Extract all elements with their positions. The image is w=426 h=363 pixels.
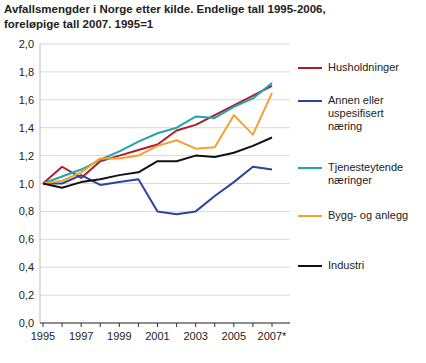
series-line: [43, 83, 272, 183]
x-tick: [214, 323, 215, 327]
x-tick-label: 2007*: [258, 330, 287, 342]
title: foreløpige tall 2007. 1995=1: [4, 18, 154, 30]
y-axis: [40, 44, 41, 323]
plot-area: [43, 83, 272, 214]
x-tick: [100, 323, 101, 327]
y-tick-label: 0,4: [19, 261, 34, 273]
grid-line: [40, 127, 290, 128]
x-tick-label: 2005: [222, 330, 246, 342]
x-tick-label: 2003: [183, 330, 207, 342]
grid-line: [40, 239, 290, 240]
legend-swatch: [298, 167, 322, 169]
series-line: [43, 93, 272, 184]
legend-swatch: [298, 67, 322, 69]
grid-line: [40, 71, 290, 72]
y-tick-label: 1,2: [19, 150, 34, 162]
x-tick: [43, 323, 44, 327]
x-tick: [119, 323, 120, 327]
grid-line: [40, 44, 290, 45]
series-line: [43, 137, 272, 187]
y-tick-label: 1,6: [19, 94, 34, 106]
x-tick: [157, 323, 158, 327]
x-tick-label: 2001: [145, 330, 169, 342]
x-tick-label: 1999: [107, 330, 131, 342]
legend-swatch: [298, 100, 322, 102]
y-tick-label: 0,2: [19, 289, 34, 301]
x-tick-label: 1995: [31, 330, 55, 342]
y-tick-label: 1,0: [19, 178, 34, 190]
grid-line: [40, 295, 290, 296]
legend-swatch: [298, 265, 322, 267]
x-tick: [272, 323, 273, 327]
legend-label: Tjenesteytende næringer: [328, 161, 420, 187]
x-tick: [81, 323, 82, 327]
y-tick-label: 1,8: [19, 66, 34, 78]
series-line: [43, 86, 272, 184]
y-tick-label: 0,0: [19, 317, 34, 329]
y-tick-label: 0,6: [19, 233, 34, 245]
grid-line: [40, 155, 290, 156]
y-tick-label: 0,8: [19, 205, 34, 217]
y-tick-label: 1,4: [19, 122, 34, 134]
legend-label: Husholdninger: [328, 61, 420, 74]
x-tick: [252, 323, 253, 327]
x-tick-label: 1997: [69, 330, 93, 342]
grid-line: [40, 267, 290, 268]
title: Avfallsmengder i Norge etter kilde. Ende…: [4, 3, 326, 15]
legend-label: Industri: [328, 259, 420, 272]
legend-label: Annen eller uspesifisert næring: [328, 94, 420, 133]
x-tick: [233, 323, 234, 327]
x-tick: [138, 323, 139, 327]
y-tick-label: 2,0: [19, 38, 34, 50]
x-tick: [195, 323, 196, 327]
x-tick: [176, 323, 177, 327]
x-tick: [62, 323, 63, 327]
legend-swatch: [298, 215, 322, 217]
legend-label: Bygg- og anlegg: [328, 209, 420, 222]
